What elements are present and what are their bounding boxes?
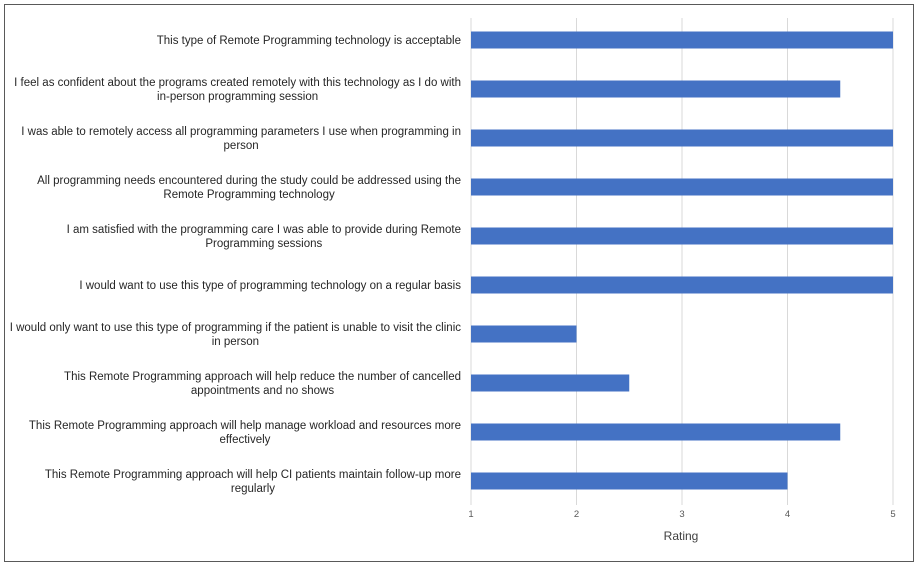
bar-7 <box>471 325 577 343</box>
category-label-7: I would only want to use this type of pr… <box>10 322 462 348</box>
bars <box>471 31 893 490</box>
x-tick-label-1: 1 <box>468 509 473 520</box>
category-label-line: appointments and no shows <box>191 385 334 397</box>
x-tick-label-2: 2 <box>574 509 579 520</box>
category-label-line: This Remote Programming approach will he… <box>64 371 461 383</box>
bar-8 <box>471 374 630 392</box>
bar-9 <box>471 423 841 441</box>
category-label-4: All programming needs encountered during… <box>37 175 461 201</box>
category-label-3: I was able to remotely access all progra… <box>21 126 461 152</box>
category-label-2: I feel as confident about the programs c… <box>14 77 461 103</box>
category-label-line: in-person programming session <box>157 91 318 103</box>
bar-1 <box>471 31 893 49</box>
category-label-10: This Remote Programming approach will he… <box>45 469 461 495</box>
category-label-line: All programming needs encountered during… <box>37 175 461 187</box>
category-label-line: I am satisfied with the programming care… <box>67 224 461 236</box>
category-label-line: I would want to use this type of program… <box>79 280 461 292</box>
category-label-line: This Remote Programming approach will he… <box>29 420 461 432</box>
category-label-line: in person <box>212 336 259 348</box>
x-tick-label-3: 3 <box>679 509 684 520</box>
bar-10 <box>471 472 788 490</box>
category-label-line: I was able to remotely access all progra… <box>21 126 461 138</box>
bar-2 <box>471 80 841 98</box>
category-label-1: This type of Remote Programming technolo… <box>157 35 461 47</box>
category-label-6: I would want to use this type of program… <box>79 280 461 292</box>
category-label-line: person <box>224 140 259 152</box>
x-tick-label-5: 5 <box>890 509 895 520</box>
x-tick-label-4: 4 <box>785 509 790 520</box>
category-label-line: This Remote Programming approach will he… <box>45 469 461 481</box>
x-tick-labels: 1 2 3 4 5 <box>468 509 895 520</box>
category-label-9: This Remote Programming approach will he… <box>29 420 461 446</box>
category-label-line: Programming sessions <box>205 238 322 250</box>
category-label-5: I am satisfied with the programming care… <box>67 224 461 250</box>
x-axis-title: Rating <box>664 529 699 543</box>
bar-5 <box>471 227 893 245</box>
category-label-line: This type of Remote Programming technolo… <box>157 35 461 47</box>
category-label-line: effectively <box>219 434 270 446</box>
category-label-8: This Remote Programming approach will he… <box>64 371 461 397</box>
bar-6 <box>471 276 893 294</box>
bar-3 <box>471 129 893 147</box>
category-label-line: regularly <box>231 483 275 495</box>
category-label-line: I feel as confident about the programs c… <box>14 77 461 89</box>
bar-4 <box>471 178 893 196</box>
category-label-line: I would only want to use this type of pr… <box>10 322 462 334</box>
category-labels: This type of Remote Programming technolo… <box>10 35 462 495</box>
category-label-line: Remote Programming technology <box>163 189 335 201</box>
